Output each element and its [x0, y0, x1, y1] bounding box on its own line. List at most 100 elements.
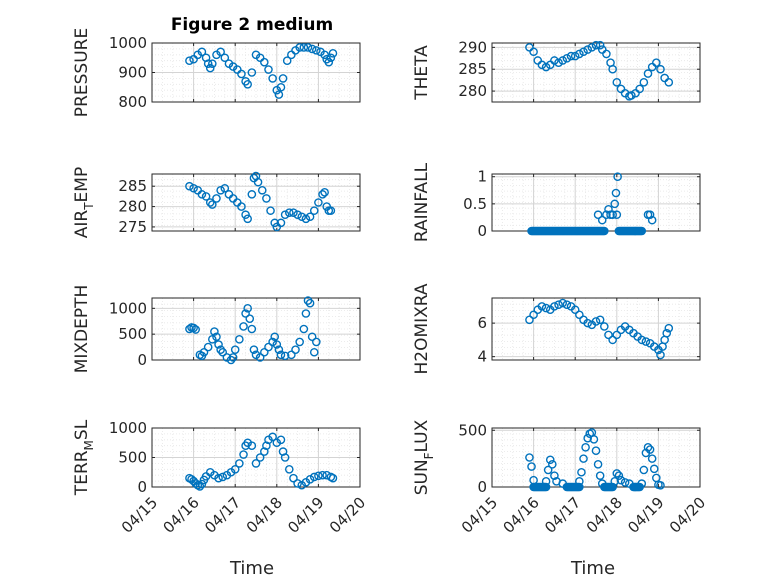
data-point	[610, 477, 620, 486]
data-point	[235, 459, 244, 468]
data-point	[575, 477, 584, 486]
data-point	[558, 56, 568, 65]
data-point	[309, 347, 319, 357]
data-point	[543, 465, 553, 475]
data-point	[541, 303, 551, 313]
data-point	[314, 471, 323, 481]
data-point	[262, 194, 271, 203]
data-point	[550, 56, 559, 65]
data-point	[274, 345, 284, 354]
axes-box	[491, 427, 701, 488]
series-markers	[525, 428, 665, 492]
data-point	[245, 314, 255, 323]
data-point	[600, 322, 609, 331]
data-point	[241, 309, 250, 318]
data-point	[639, 78, 649, 87]
y-tick-label: 275	[118, 218, 147, 236]
y-axis-label: MIXDEPTH	[72, 285, 92, 374]
axes-box	[151, 297, 361, 361]
data-point	[579, 47, 588, 57]
data-point	[295, 43, 304, 52]
data-point	[575, 310, 584, 320]
x-tick-label: 04/16	[159, 493, 202, 536]
data-point	[241, 210, 250, 220]
y-tick-label: 290	[458, 38, 487, 56]
data-point	[278, 74, 288, 83]
data-point	[301, 214, 311, 224]
subplot-2: 280 285 290 THETA	[412, 38, 701, 103]
data-point	[237, 202, 246, 211]
data-point	[309, 206, 319, 215]
data-point	[239, 450, 248, 459]
data-point	[664, 78, 674, 87]
data-point	[612, 330, 622, 340]
data-point	[608, 335, 617, 345]
data-point	[309, 472, 319, 482]
data-point	[612, 78, 622, 87]
major-grid	[492, 43, 700, 102]
data-point	[185, 181, 194, 191]
x-tick-label: 04/18	[243, 493, 286, 536]
x-tick-label: 04/18	[583, 493, 626, 536]
data-point	[264, 65, 273, 74]
data-point	[614, 471, 624, 480]
data-point	[312, 46, 321, 55]
series-markers	[525, 298, 674, 360]
data-point	[216, 185, 225, 195]
data-point	[276, 82, 286, 92]
y-tick-label: 1000	[109, 34, 147, 52]
data-point	[627, 91, 636, 100]
data-point	[637, 226, 647, 236]
data-point	[595, 315, 605, 325]
data-point	[260, 347, 269, 357]
data-point	[197, 479, 207, 489]
data-point	[303, 43, 313, 52]
data-point	[591, 317, 601, 326]
data-point	[656, 350, 665, 360]
data-point	[237, 69, 246, 79]
data-point	[608, 482, 617, 492]
data-point	[583, 45, 592, 54]
data-point	[203, 342, 213, 352]
data-point	[566, 51, 576, 61]
data-point	[243, 80, 252, 89]
data-point	[305, 298, 315, 308]
data-point	[525, 453, 534, 462]
data-point	[299, 324, 309, 334]
data-point	[597, 479, 607, 488]
data-point	[210, 327, 219, 336]
data-point	[289, 473, 298, 483]
data-point	[326, 206, 336, 215]
plot-area	[492, 43, 700, 102]
data-point	[643, 442, 653, 452]
y-axis-label: AIRTEMP	[72, 167, 96, 238]
data-point	[314, 198, 323, 207]
y-tick-label: 900	[118, 64, 147, 82]
data-point	[307, 44, 317, 54]
y-tick-label: 0.5	[463, 195, 487, 213]
data-point	[270, 332, 280, 342]
y-tick-label: 500	[118, 449, 147, 467]
data-point	[212, 332, 221, 342]
data-point	[529, 310, 538, 320]
data-point	[247, 68, 257, 77]
data-point	[268, 432, 277, 442]
y-tick-label: 0	[477, 222, 487, 240]
data-point	[268, 74, 277, 83]
data-point	[205, 198, 215, 207]
data-point	[264, 342, 273, 352]
data-point	[575, 482, 584, 492]
data-point	[253, 177, 263, 187]
data-point	[239, 322, 248, 331]
x-tick-label: 04/15	[118, 493, 161, 536]
data-point	[525, 315, 534, 325]
y-tick-label: 0	[137, 351, 147, 369]
data-point	[595, 471, 605, 480]
data-point	[303, 296, 313, 305]
data-point	[214, 473, 223, 483]
data-point	[612, 210, 622, 220]
data-point	[611, 188, 621, 198]
data-point	[545, 455, 555, 465]
